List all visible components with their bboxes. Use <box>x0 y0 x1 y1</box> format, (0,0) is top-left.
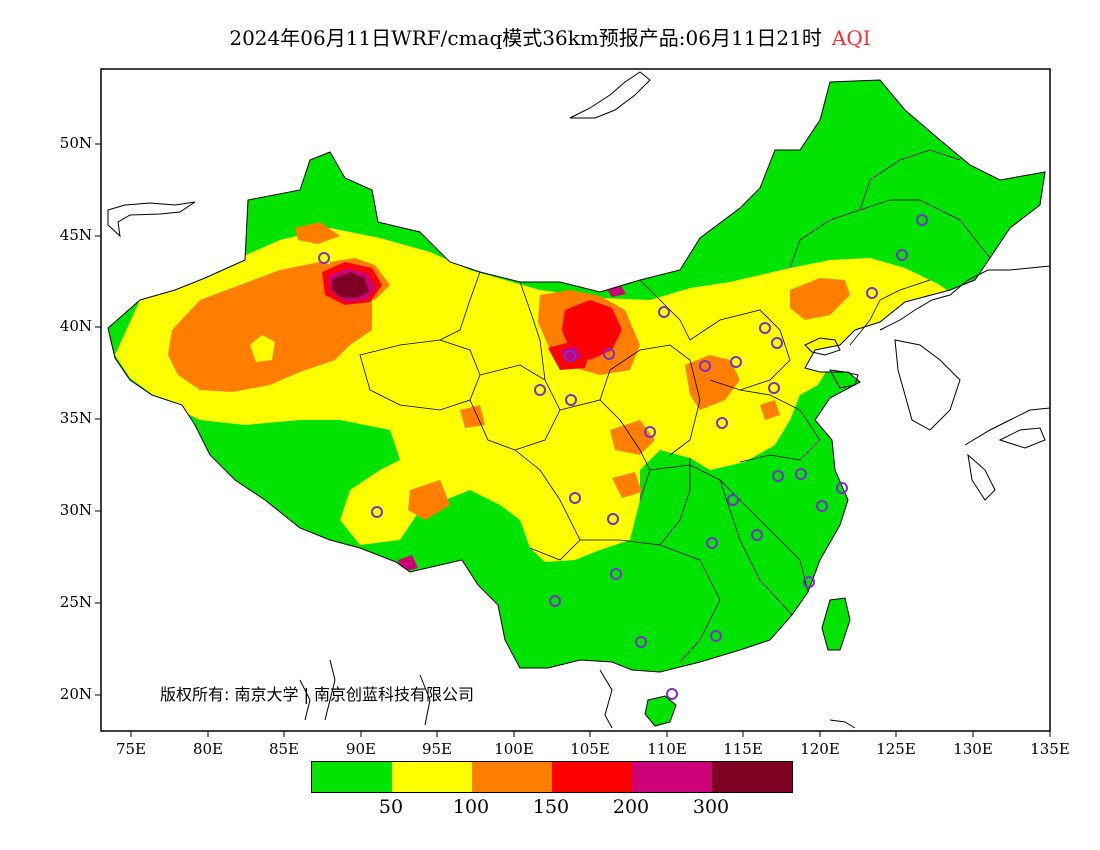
aqi-orange-patch <box>612 472 642 498</box>
station-marker <box>564 350 576 362</box>
lon-label-130e: 130E <box>953 740 993 758</box>
legend-tick-150: 150 <box>532 796 570 818</box>
aqi-orange-patch <box>408 480 450 520</box>
legend-tick-300: 300 <box>692 796 730 818</box>
lon-label-110e: 110E <box>647 740 687 758</box>
aqi-hazardous-area <box>332 272 369 298</box>
station-marker <box>795 468 807 480</box>
lat-label-40n: 40N <box>59 317 92 335</box>
aqi-moderate-tarim-hole <box>250 335 275 362</box>
station-marker <box>607 513 619 525</box>
map-title: 2024年06月11日WRF/cmaq模式36km预报产品:06月11日21时 A… <box>0 22 1100 51</box>
station-marker <box>666 688 678 700</box>
lon-label-85e: 85E <box>268 740 300 758</box>
station-marker <box>759 322 771 334</box>
aqi-unhealthy-hotspot <box>562 300 622 360</box>
station-marker <box>318 252 330 264</box>
station-marker <box>699 360 711 372</box>
aqi-unhealthy-sensitive-tarim <box>168 262 372 392</box>
lon-label-90e: 90E <box>345 740 377 758</box>
lat-label-45n: 45N <box>59 226 92 244</box>
lon-label-135e: 135E <box>1030 740 1070 758</box>
station-marker <box>534 384 546 396</box>
province-borders <box>359 149 991 663</box>
station-marker <box>896 249 908 261</box>
neighbor-coastlines <box>107 71 1050 729</box>
aqi-orange-patch <box>610 420 655 455</box>
station-marker <box>635 636 647 648</box>
legend-swatch-hazardous <box>712 762 792 792</box>
lat-label-50n: 50N <box>59 134 92 152</box>
lat-label-25n: 25N <box>59 593 92 611</box>
lat-label-30n: 30N <box>59 501 92 519</box>
copyright-notice: 版权所有: 南京大学 | 南京创蓝科技有限公司 <box>160 685 475 704</box>
title-main: 2024年06月11日WRF/cmaq模式36km预报产品:06月11日21时 <box>229 26 822 50</box>
legend-tick-200: 200 <box>612 796 650 818</box>
station-marker <box>569 492 581 504</box>
station-marker <box>916 214 928 226</box>
legend-swatch-very-unhealthy <box>632 762 712 792</box>
legend-tick-100: 100 <box>452 796 490 818</box>
station-marker <box>710 630 722 642</box>
station-marker <box>658 306 670 318</box>
station-marker <box>803 576 815 588</box>
lat-label-20n: 20N <box>59 685 92 703</box>
aqi-orange-patch <box>790 278 850 320</box>
station-marker <box>772 470 784 482</box>
station-markers <box>318 214 928 700</box>
station-marker <box>610 568 622 580</box>
lon-label-120e: 120E <box>800 740 840 758</box>
aqi-orange-patch <box>460 405 485 428</box>
lon-label-95e: 95E <box>421 740 453 758</box>
axis-ticks <box>95 143 1051 737</box>
legend-swatch-good <box>312 762 392 792</box>
station-marker <box>603 348 615 360</box>
lon-label-105e: 105E <box>570 740 610 758</box>
legend-tick-50: 50 <box>378 796 404 818</box>
lon-label-115e: 115E <box>723 740 763 758</box>
station-marker <box>768 382 780 394</box>
station-marker <box>730 356 742 368</box>
lon-label-80e: 80E <box>192 740 224 758</box>
taiwan-island <box>821 597 851 651</box>
legend-swatch-unhealthy <box>552 762 632 792</box>
station-marker <box>549 595 561 607</box>
aqi-orange-patch <box>760 400 780 420</box>
station-marker <box>706 537 718 549</box>
lat-label-35n: 35N <box>59 409 92 427</box>
station-marker <box>716 417 728 429</box>
hainan-island <box>644 695 677 727</box>
title-product-aqi: AQI <box>831 26 871 50</box>
station-marker <box>565 394 577 406</box>
legend-swatch-moderate <box>392 762 472 792</box>
station-marker <box>771 337 783 349</box>
lon-label-100e: 100E <box>494 740 534 758</box>
lon-label-75e: 75E <box>115 740 147 758</box>
station-marker <box>751 529 763 541</box>
station-marker <box>727 494 739 506</box>
station-marker <box>816 500 828 512</box>
station-marker <box>371 506 383 518</box>
aqi-color-legend <box>311 761 793 793</box>
aqi-orange-patch <box>295 222 340 244</box>
lon-label-125e: 125E <box>876 740 916 758</box>
station-marker <box>866 287 878 299</box>
legend-swatch-unhealthy-sensitive <box>472 762 552 792</box>
station-marker <box>836 482 848 494</box>
map-frame-border <box>100 68 1051 732</box>
station-marker <box>644 426 656 438</box>
